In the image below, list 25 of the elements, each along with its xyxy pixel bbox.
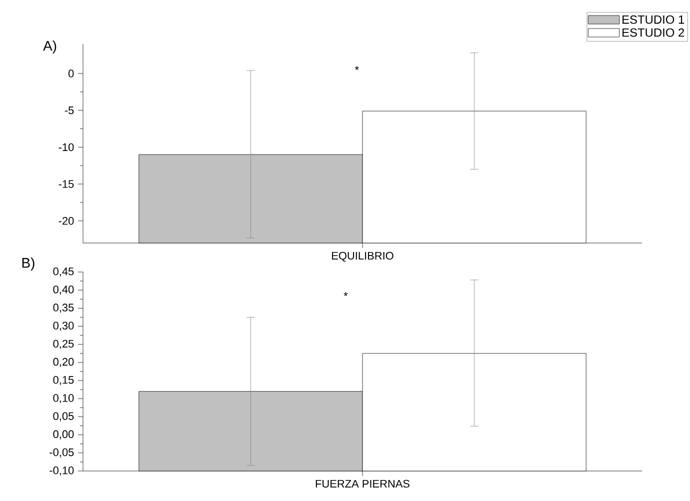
legend-label: ESTUDIO 2 — [622, 28, 684, 37]
y-tick-label: -0,10 — [50, 466, 74, 476]
chart-title: B) — [22, 258, 34, 271]
y-tick-label: -15 — [58, 180, 74, 188]
y-tick-label: 0,10 — [53, 394, 74, 404]
y-tick-label: -10 — [58, 143, 74, 152]
y-tick-label: 0,00 — [53, 430, 74, 440]
chart-title: A) — [43, 40, 56, 54]
y-tick-label: 0,05 — [53, 412, 74, 422]
y-tick-label: 0,20 — [53, 358, 74, 367]
y-tick-label: 0,40 — [53, 286, 74, 295]
annotation: * — [344, 292, 348, 296]
y-tick-label: 0,25 — [53, 340, 74, 349]
annotation: * — [354, 66, 359, 70]
y-tick-label: -5 — [64, 106, 74, 114]
y-tick-label: 0,30 — [53, 322, 74, 331]
y-tick-label: -20 — [58, 217, 74, 225]
legend-label: ESTUDIO 1 — [622, 15, 684, 24]
y-tick-label: 0,15 — [53, 376, 74, 386]
y-tick-label: 0,45 — [53, 267, 74, 277]
x-tick-label: EQUILIBRIO — [332, 252, 394, 262]
y-tick-label: 0,35 — [53, 304, 74, 313]
x-tick-label: FUERZA PIERNAS — [316, 480, 410, 488]
y-tick-label: -0,05 — [50, 448, 74, 458]
y-tick-label: 0 — [68, 70, 74, 78]
